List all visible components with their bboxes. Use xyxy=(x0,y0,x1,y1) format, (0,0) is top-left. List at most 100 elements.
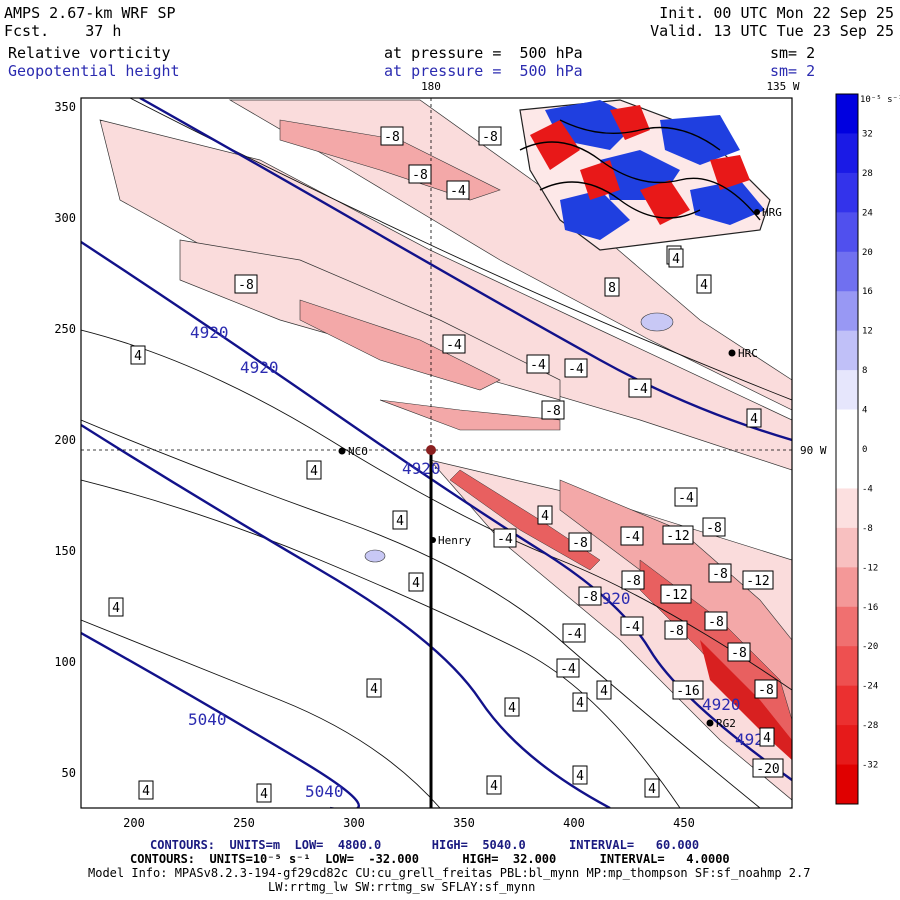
y-tick: 350 xyxy=(54,100,76,114)
colorbar-label: 28 xyxy=(862,169,873,179)
colorbar-label: -28 xyxy=(862,721,878,731)
storm-cluster xyxy=(519,99,771,251)
vorticity-label-box xyxy=(752,758,784,778)
colorbar-label: -20 xyxy=(862,642,878,652)
vorticity-label-box xyxy=(526,354,550,374)
x-tick: 450 xyxy=(673,816,695,830)
vorticity-label-box xyxy=(672,680,704,700)
colorbar-cell xyxy=(836,725,858,766)
vorticity-label: -4 xyxy=(526,354,550,374)
vorticity-label-text: -4 xyxy=(450,184,466,199)
colorbar-cell xyxy=(836,94,858,134)
colorbar-label: 24 xyxy=(862,208,873,218)
vorticity-label: 4 xyxy=(668,248,684,268)
vorticity-label-box xyxy=(572,692,588,712)
vorticity-label: -4 xyxy=(442,334,466,354)
colorbar-cell xyxy=(836,251,858,292)
colorbar-cell xyxy=(836,449,858,489)
station-label: RG2 xyxy=(716,717,736,730)
vorticity-label-text: -8 xyxy=(712,567,728,582)
vorticity-label: 4 xyxy=(138,780,154,800)
colorbar-cell xyxy=(836,133,858,174)
vorticity-label: -12 xyxy=(742,570,774,590)
vorticity-label-text: -8 xyxy=(708,615,724,630)
height-label: 4920 xyxy=(240,358,279,377)
colorbar-cell xyxy=(836,567,858,608)
vorticity-label: 4 xyxy=(108,597,124,617)
colorbar-label: 32 xyxy=(862,129,873,139)
vorticity-label: 4 xyxy=(392,510,408,530)
fcst-label: Fcst. xyxy=(4,22,50,40)
vorticity-label-text: -16 xyxy=(676,684,699,699)
y-tick: 200 xyxy=(54,433,76,447)
vorticity-label: 4 xyxy=(596,680,612,700)
model-title: AMPS 2.67-km WRF SP xyxy=(4,4,176,22)
vorticity-label-text: -4 xyxy=(530,358,546,373)
colorbar-label: -4 xyxy=(862,484,873,494)
height-label: 4920 xyxy=(592,589,631,608)
colorbar-label: 20 xyxy=(862,248,873,258)
vorticity-label: -12 xyxy=(662,525,694,545)
vorticity-label-box xyxy=(727,642,751,662)
vorticity-label-box xyxy=(702,517,726,537)
x-tick: 250 xyxy=(233,816,255,830)
field1-smoothing: sm= 2 xyxy=(770,44,816,62)
vorticity-label-box xyxy=(556,658,580,678)
vorticity-label-text: -4 xyxy=(568,362,584,377)
colorbar-label: -24 xyxy=(862,682,878,692)
vorticity-label-text: -8 xyxy=(731,646,747,661)
colorbar-cell xyxy=(836,527,858,568)
vorticity-label: 4 xyxy=(408,572,424,592)
station-label: HRC xyxy=(738,347,758,360)
height-label: 5040 xyxy=(305,782,344,801)
vorticity-label-box xyxy=(668,248,684,268)
height-label: 4920 xyxy=(402,459,441,478)
station-marker xyxy=(338,447,346,455)
vorticity-label-box xyxy=(408,164,432,184)
colorbar-cell xyxy=(836,330,858,371)
station-marker xyxy=(728,349,736,357)
vorticity-label-box xyxy=(660,584,692,604)
vorticity-label-box xyxy=(256,783,272,803)
x-tick: 400 xyxy=(563,816,585,830)
vorticity-label-text: 4 xyxy=(576,696,584,711)
vorticity-label-box xyxy=(644,778,660,798)
vorticity-label-text: 4 xyxy=(763,731,771,746)
vorticity-label: -8 xyxy=(541,400,565,420)
vorticity-label: -8 xyxy=(727,642,751,662)
vorticity-label-text: 4 xyxy=(112,601,120,616)
field2-level: at pressure = 500 hPa xyxy=(384,62,583,80)
height-labels: 4920 4920 4920 4920 4920 4920 5040 5040 xyxy=(188,323,774,801)
station-label: NCO xyxy=(348,445,368,458)
vorticity-label-text: -4 xyxy=(560,662,576,677)
footer-model-info: Model Info: MPASv8.2.3-194-gf29cd82c CU:… xyxy=(88,866,811,880)
vorticity-label-text: 4 xyxy=(412,576,420,591)
vorticity-label-box xyxy=(572,765,588,785)
vorticity-label-box xyxy=(620,526,644,546)
vorticity-label-text: -4 xyxy=(624,620,640,635)
vorticity-label: 4 xyxy=(306,460,322,480)
colorbar-label: 8 xyxy=(862,366,867,376)
vorticity-label-text: -4 xyxy=(678,491,694,506)
valid-time: Valid. 13 UTC Tue 23 Sep 25 xyxy=(650,22,894,40)
y-tick: 250 xyxy=(54,322,76,336)
vorticity-label-text: 4 xyxy=(648,782,656,797)
vorticity-label: 4 xyxy=(366,678,382,698)
vorticity-label-text: -8 xyxy=(625,574,641,589)
vorticity-label-box xyxy=(662,525,694,545)
vorticity-label: -4 xyxy=(620,526,644,546)
vorticity-label: -8 xyxy=(702,517,726,537)
colorbar-cell xyxy=(836,172,858,213)
vorticity-label: 4 xyxy=(504,697,520,717)
vorticity-label-text: 4 xyxy=(142,784,150,799)
vorticity-label-box xyxy=(708,563,732,583)
y-axis: 350 300 250 200 150 100 50 xyxy=(54,100,76,780)
x-axis: 200 250 300 350 400 450 xyxy=(123,816,695,830)
station-marker xyxy=(430,537,436,543)
vorticity-label-box xyxy=(130,345,146,365)
vorticity-label-text: 4 xyxy=(134,349,142,364)
vorticity-label-box xyxy=(759,727,775,747)
vorticity-label: -4 xyxy=(446,180,470,200)
vorticity-label-text: 4 xyxy=(672,252,680,267)
vorticity-label-text: 4 xyxy=(508,701,516,716)
